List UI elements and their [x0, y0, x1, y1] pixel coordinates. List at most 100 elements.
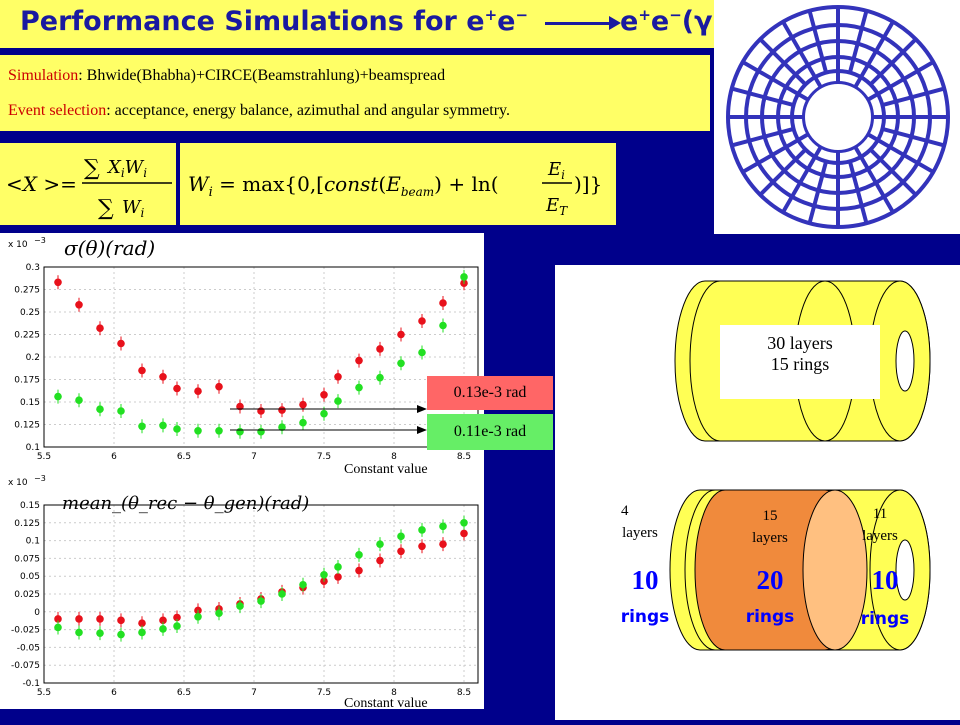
data-point: [159, 625, 167, 633]
ring-spoke: [853, 20, 895, 89]
weighted-mean-formula: <X >= ∑ XiWi ∑ Wi: [6, 156, 172, 221]
right-layers-word: layers: [862, 528, 898, 544]
ring-spoke: [869, 148, 918, 197]
y-tick-label: -0.1: [22, 679, 40, 689]
x-tick-label: 6: [111, 452, 117, 462]
y-tick-label: 0.2: [26, 353, 40, 363]
right-section-layers: 11 layers: [845, 503, 915, 547]
plot-frame: [43, 266, 479, 448]
data-point: [236, 427, 244, 436]
page-title: Performance Simulations for e+e−: [20, 6, 529, 37]
svg-text:ET: ET: [545, 195, 568, 218]
left-rings-word: rings: [620, 607, 670, 627]
x-tick-label: 6.5: [177, 452, 191, 462]
green-resolution-box: 0.11e-3 rad: [427, 414, 553, 450]
selection-value: : acceptance, energy balance, azimuthal …: [106, 102, 510, 119]
data-point: [138, 422, 146, 431]
data-point: [194, 427, 202, 435]
page-title-product: e+e−(γ): [620, 6, 725, 37]
data-point: [96, 324, 104, 332]
green-resolution-label: 0.11e-3 rad: [453, 423, 527, 440]
ring-spoke: [881, 86, 945, 108]
data-point: [194, 387, 202, 395]
x-tick-label: 5.5: [37, 452, 51, 462]
data-point: [159, 373, 167, 381]
x-tick-label: 7.5: [317, 452, 331, 462]
data-point: [75, 615, 83, 623]
selection-label: Event selection: [8, 102, 107, 119]
axis-exponent-power: −3: [34, 236, 46, 245]
data-point: [75, 301, 83, 309]
mid-rings-word: rings: [745, 607, 795, 627]
formula-weight: Wi = max{0,[const(Ebeam) + ln( Ei ET )]}: [180, 143, 616, 225]
data-point: [54, 623, 62, 632]
data-point: [96, 629, 104, 637]
data-point: [173, 613, 181, 622]
bottom-cylinder-hole: [895, 539, 915, 601]
data-point: [334, 397, 342, 405]
data-point: [320, 570, 328, 579]
ring-spoke: [869, 37, 918, 86]
data-point: [138, 619, 146, 627]
red-resolution-box: 0.13e-3 rad: [427, 376, 553, 410]
data-point: [355, 551, 363, 559]
y-tick-label: 0.125: [14, 519, 40, 529]
red-connector-arrow: [417, 405, 427, 413]
left-layers-num: 4: [621, 503, 629, 519]
data-point: [299, 400, 307, 409]
data-point: [355, 566, 363, 575]
data-point: [299, 418, 307, 427]
arrow-icon: [545, 16, 621, 30]
top-cylinder-hole: [895, 330, 915, 392]
data-point: [376, 373, 384, 382]
data-point: [418, 317, 426, 325]
data-point: [194, 612, 202, 621]
axis-exponent: x 10: [8, 478, 28, 488]
data-point: [439, 299, 447, 307]
ring-spoke: [731, 86, 795, 108]
data-point: [117, 339, 125, 348]
green-connector-arrow: [417, 426, 427, 434]
top-plot-title: σ(θ)(rad): [64, 236, 155, 260]
cylinder-panel: 30 layers 15 rings 4 layers 10 rings 15 …: [555, 265, 960, 720]
y-tick-label: 0.1: [26, 537, 40, 547]
x-tick-label: 8: [391, 688, 397, 698]
data-point: [334, 573, 342, 581]
ring-spoke: [741, 60, 810, 102]
red-resolution-label: 0.13e-3 rad: [453, 384, 527, 401]
data-point: [418, 526, 426, 534]
top-cylinder-label: 30 layers 15 rings: [720, 325, 880, 399]
ring-spoke: [741, 132, 810, 174]
mid-section-layers: 15 layers: [730, 505, 810, 549]
x-tick-label: 8.5: [457, 688, 471, 698]
y-tick-label: 0.025: [14, 590, 40, 600]
ring-spoke: [807, 160, 829, 224]
data-point: [159, 421, 167, 430]
data-point: [215, 382, 223, 391]
ring-spoke: [731, 126, 795, 148]
top-layers-text: 30 layers: [767, 333, 833, 353]
plot-frame: [43, 504, 479, 684]
mid-rings-num: 20: [756, 565, 784, 595]
y-tick-label: 0.225: [14, 331, 40, 341]
data-point: [96, 615, 104, 623]
ring-spoke: [853, 145, 895, 214]
simulation-value: : Bhwide(Bhabha)+CIRCE(Beamstrahlung)+be…: [78, 67, 446, 84]
data-point: [460, 519, 468, 527]
y-tick-label: 0.15: [20, 398, 40, 408]
data-point: [159, 616, 167, 625]
ring-spoke: [866, 132, 935, 174]
ring-spoke: [758, 148, 807, 197]
left-layers-word: layers: [622, 525, 658, 541]
svg-text:Ei: Ei: [547, 159, 565, 182]
ring-spoke: [847, 160, 869, 224]
data-point: [257, 597, 265, 605]
left-section-layers: 4 layers: [605, 500, 675, 544]
data-point: [215, 427, 223, 435]
y-tick-label: 0.1: [26, 443, 40, 453]
data-point: [460, 529, 468, 538]
axis-exponent: x 10: [8, 240, 28, 250]
ring-spoke: [781, 145, 823, 214]
data-point: [418, 542, 426, 551]
data-point: [320, 409, 328, 418]
